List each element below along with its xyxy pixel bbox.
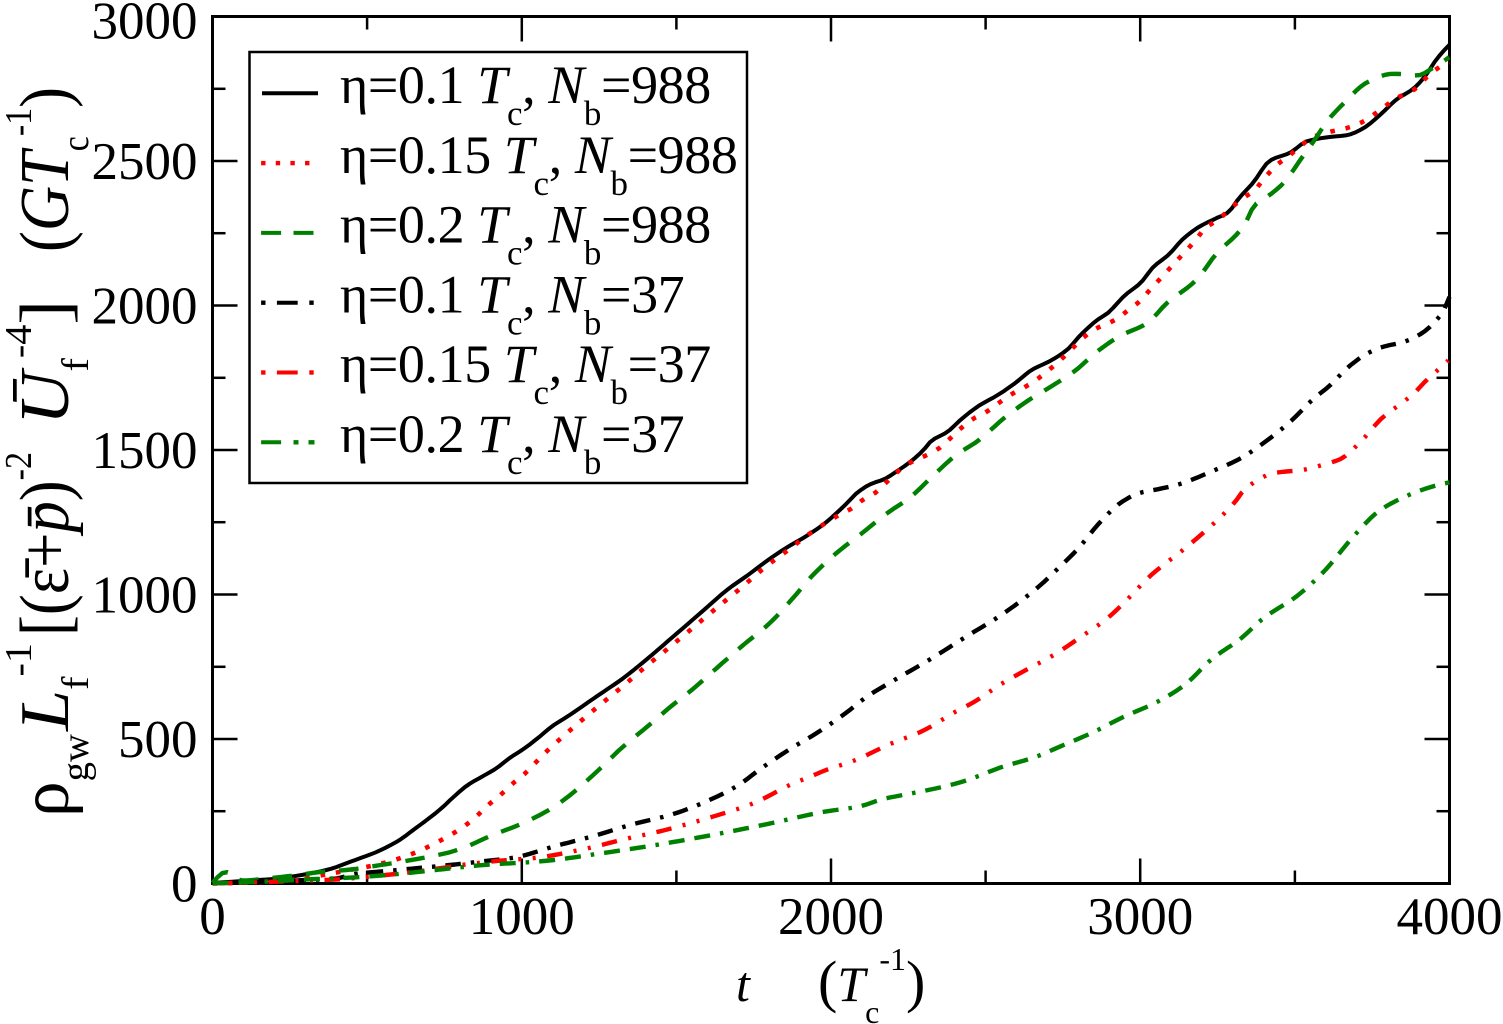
- svg-text:2000: 2000: [92, 278, 198, 336]
- svg-text:1000: 1000: [469, 888, 575, 946]
- svg-text:Ūf-4]: Ūf-4]: [0, 300, 97, 425]
- svg-text:1500: 1500: [92, 422, 198, 480]
- svg-text:3000: 3000: [1087, 888, 1193, 946]
- svg-text:1000: 1000: [92, 567, 198, 625]
- svg-text:[(ε̄+p̄)-2: [(ε̄+p̄)-2: [0, 452, 84, 636]
- svg-text:3000: 3000: [92, 0, 198, 51]
- svg-text:500: 500: [118, 711, 198, 769]
- svg-text:Lf-1: Lf-1: [0, 643, 97, 732]
- svg-text:2000: 2000: [778, 888, 884, 946]
- svg-text:t(Tc-1): t (Tc-1): [736, 941, 925, 1024]
- svg-text:4000: 4000: [1397, 888, 1503, 946]
- svg-text:0: 0: [171, 856, 198, 914]
- svg-text:0: 0: [199, 888, 226, 946]
- svg-text:2500: 2500: [92, 133, 198, 191]
